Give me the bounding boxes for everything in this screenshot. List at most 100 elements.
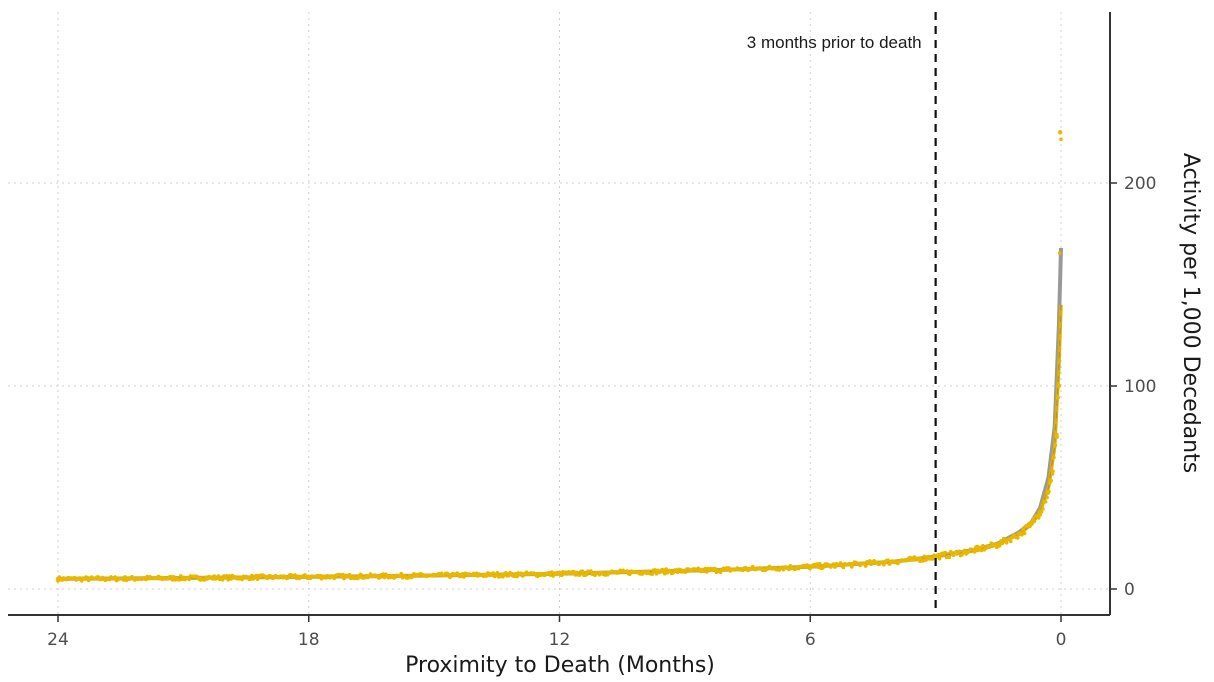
- x-tick-label: 6: [805, 630, 816, 650]
- data-point: [484, 574, 489, 578]
- data-point: [202, 578, 207, 582]
- data-point: [1017, 532, 1022, 537]
- x-tick-label: 0: [1056, 630, 1067, 650]
- data-point: [933, 554, 938, 559]
- data-point: [1043, 500, 1048, 504]
- y-axis-ticks: 0 100 200: [1110, 174, 1156, 600]
- data-point: [557, 571, 562, 576]
- data-point: [912, 557, 917, 562]
- x-tick-label: 18: [298, 630, 320, 650]
- x-tick-label: 12: [549, 630, 571, 650]
- data-point: [1056, 383, 1062, 389]
- data-point: [988, 544, 992, 549]
- data-point: [653, 568, 657, 572]
- data-point: [957, 549, 961, 554]
- data-point: [462, 575, 466, 579]
- data-point: [599, 570, 604, 576]
- data-point: [788, 564, 793, 568]
- data-point: [1022, 531, 1027, 536]
- data-point: [815, 562, 819, 566]
- data-point: [979, 548, 984, 553]
- data-point: [831, 562, 836, 566]
- data-point: [381, 572, 385, 576]
- data-point: [1032, 519, 1037, 523]
- x-tick-label: 24: [47, 630, 69, 650]
- data-point: [1000, 541, 1005, 546]
- data-point: [460, 572, 465, 576]
- data-point: [113, 575, 117, 579]
- data-point: [882, 562, 886, 567]
- data-point: [306, 574, 311, 579]
- data-point: [139, 576, 144, 581]
- data-point: [833, 565, 837, 569]
- data-point: [550, 570, 554, 574]
- data-point: [628, 572, 632, 577]
- data-point: [1021, 526, 1026, 531]
- data-point: [682, 568, 688, 574]
- data-point: [663, 571, 667, 576]
- data-point: [491, 571, 496, 575]
- data-point: [891, 559, 896, 564]
- data-point: [650, 572, 655, 576]
- data-point: [211, 577, 215, 581]
- data-point: [318, 573, 323, 578]
- data-point: [584, 572, 589, 577]
- y-axis-title: Activity per 1,000 Decedants: [1178, 153, 1203, 473]
- data-point: [223, 575, 228, 580]
- data-point: [431, 573, 437, 578]
- data-point: [1050, 469, 1055, 474]
- data-point: [664, 567, 668, 571]
- data-points: [55, 130, 1063, 583]
- data-point: [169, 574, 173, 579]
- data-point: [473, 572, 479, 578]
- data-point: [551, 574, 555, 578]
- data-point: [501, 575, 505, 579]
- data-point: [787, 567, 791, 572]
- data-point: [78, 576, 83, 580]
- data-point: [863, 564, 868, 568]
- data-point: [625, 569, 629, 573]
- data-point: [212, 574, 216, 578]
- data-point: [332, 576, 337, 581]
- data-point: [868, 559, 872, 563]
- data-point: [1029, 520, 1034, 524]
- data-point: [504, 571, 508, 575]
- data-point: [445, 571, 450, 576]
- data-point: [838, 561, 843, 565]
- data-point: [348, 574, 353, 579]
- data-point: [227, 574, 232, 578]
- data-point: [187, 577, 191, 582]
- data-point: [654, 572, 659, 576]
- data-point: [1054, 434, 1060, 439]
- data-point: [250, 573, 254, 578]
- data-point: [515, 572, 520, 577]
- data-point: [849, 562, 855, 567]
- data-point: [293, 573, 297, 577]
- vline-group: 3 months prior to death: [747, 12, 937, 615]
- y-tick-label: 200: [1124, 174, 1156, 194]
- data-point: [1046, 489, 1051, 494]
- data-point: [1036, 516, 1041, 520]
- data-point: [1057, 251, 1062, 255]
- data-point: [144, 577, 148, 582]
- data-point: [808, 564, 813, 569]
- data-point: [107, 577, 112, 582]
- data-point: [930, 557, 935, 561]
- data-point: [340, 572, 345, 577]
- data-point: [661, 568, 666, 572]
- data-point: [1053, 443, 1058, 448]
- data-point: [922, 554, 927, 559]
- data-point: [937, 556, 942, 561]
- x-axis-title: Proximity to Death (Months): [405, 653, 715, 678]
- data-point: [989, 541, 994, 545]
- data-point: [1049, 478, 1053, 483]
- data-point: [996, 542, 1001, 547]
- data-point: [1045, 495, 1049, 500]
- y-tick-label: 0: [1124, 580, 1135, 600]
- x-axis-ticks: 24 18 12 6 0: [47, 615, 1066, 650]
- data-point: [841, 565, 846, 570]
- data-point: [342, 576, 346, 581]
- fit-series-line: [57, 304, 1063, 581]
- data-point: [972, 550, 977, 554]
- gridlines: [8, 12, 1110, 615]
